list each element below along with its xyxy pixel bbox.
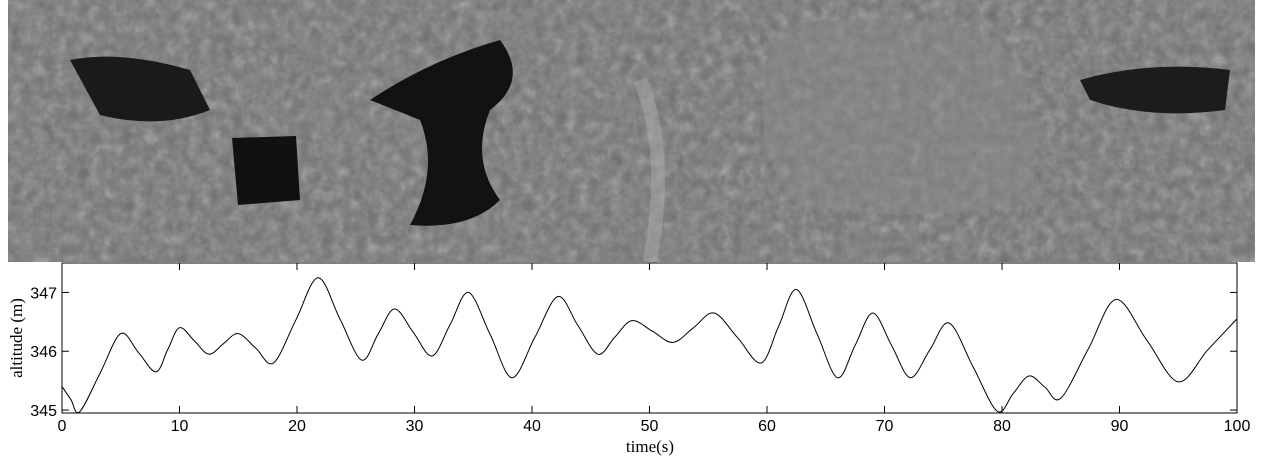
y-tick-label: 346: [30, 344, 57, 361]
x-tick-label: 70: [876, 418, 894, 435]
x-tick-label: 100: [1224, 418, 1251, 435]
altitude-line: [61, 277, 1238, 414]
y-tick-label: 347: [30, 285, 57, 302]
y-axis-label: altitude (m): [7, 298, 26, 378]
plot-frame: [61, 262, 1238, 414]
x-tick-label: 30: [406, 418, 424, 435]
x-tick-label: 10: [171, 418, 189, 435]
x-tick-label: 90: [1111, 418, 1129, 435]
x-tick-label: 40: [523, 418, 541, 435]
x-tick-label: 20: [288, 418, 306, 435]
x-axis-label: time(s): [626, 437, 674, 456]
x-tick-label: 80: [993, 418, 1011, 435]
x-tick-label: 60: [758, 418, 776, 435]
y-tick-label: 345: [30, 403, 57, 420]
x-tick-label: 50: [641, 418, 659, 435]
aerial-image: [8, 0, 1255, 264]
x-tick-label: 0: [58, 418, 67, 435]
